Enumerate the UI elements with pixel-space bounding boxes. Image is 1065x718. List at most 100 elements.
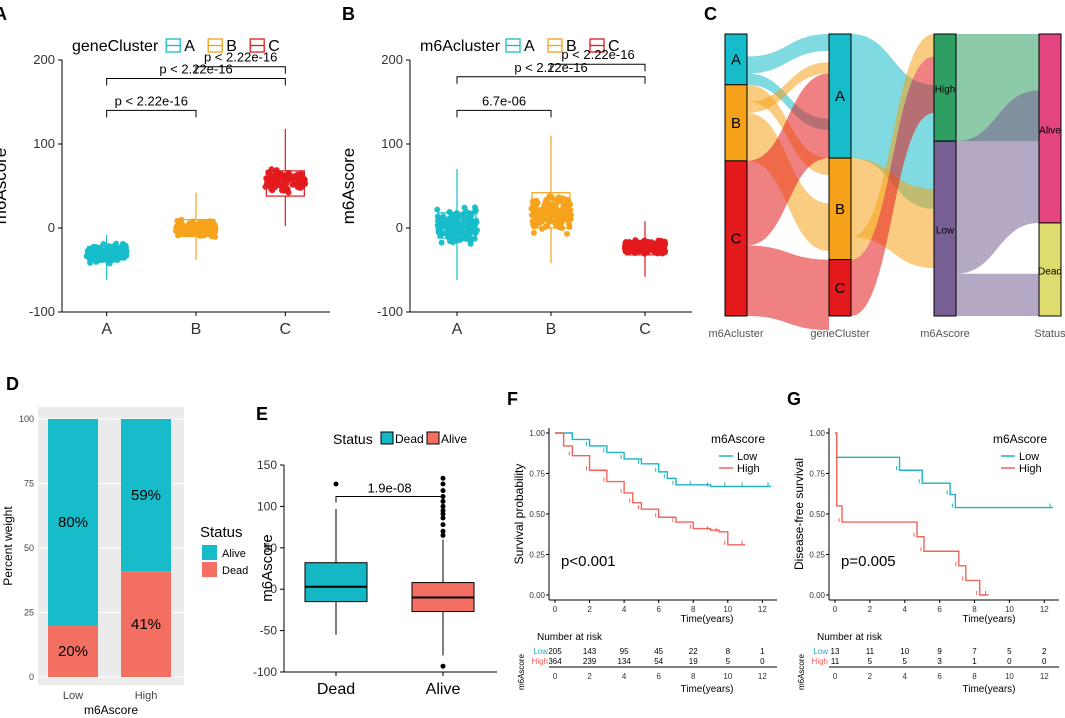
data-point (547, 216, 554, 223)
risk-count: 9 (937, 647, 942, 656)
x-axis-label: m6Ascore (84, 703, 138, 717)
risk-count: 5 (726, 657, 731, 666)
data-point (88, 248, 95, 255)
data-point (444, 220, 451, 227)
data-point (103, 248, 110, 255)
risk-count: 5 (868, 657, 873, 666)
flows (725, 34, 1039, 331)
data-point (651, 248, 658, 255)
data-point (644, 249, 651, 256)
x-tick-label: 10 (723, 605, 732, 614)
panel-label: B (342, 4, 355, 24)
data-point (469, 227, 476, 234)
data-point (456, 226, 463, 233)
y-tick-label: 0.25 (529, 551, 545, 560)
x-tick-label: 12 (1040, 605, 1049, 614)
legend-label: A (524, 38, 535, 55)
panel-label: E (256, 404, 268, 424)
x-tick-label: 4 (903, 605, 908, 614)
data-point (298, 171, 305, 178)
x-tick-label: High (135, 690, 158, 702)
risk-row-label: Low (813, 647, 828, 656)
legend-label: Alive (441, 432, 467, 446)
stratum (724, 160, 748, 317)
risk-count: 0 (760, 657, 765, 666)
x-tick-label: B (191, 321, 202, 338)
stratum-label: A (731, 51, 741, 68)
outlier-point (440, 528, 446, 534)
legend-label: C (608, 38, 620, 55)
data-point (178, 226, 185, 233)
y-tick-label: 100 (257, 499, 277, 513)
risk-table-title: Number at risk (537, 632, 603, 643)
comparison-label: p < 2.22e-16 (115, 93, 188, 108)
legend-title: Status (333, 431, 373, 447)
legend-label: High (737, 463, 760, 475)
data-point (212, 233, 219, 240)
y-tick-label: 1.00 (529, 429, 545, 438)
data-point (438, 239, 445, 246)
x-tick-label: Alive (426, 681, 461, 698)
comparison-label: 1.9e-08 (367, 480, 411, 495)
data-point (122, 251, 129, 258)
outlier-point (440, 475, 446, 481)
x-tick-label: B (546, 321, 557, 338)
outlier-point (440, 522, 446, 528)
data-point (565, 198, 572, 205)
bar-segment-alive (48, 419, 98, 626)
stratum-label: Dead (1038, 266, 1062, 277)
comparison-bracket (550, 63, 646, 72)
outlier-point (440, 515, 446, 521)
panel-label: C (704, 4, 717, 24)
y-tick-label: 0.50 (809, 510, 825, 519)
legend-label: C (268, 38, 280, 55)
risk-x-tick-label: 0 (553, 672, 558, 681)
risk-x-tick-label: 6 (656, 672, 661, 681)
data-point (540, 206, 547, 213)
comparison-bracket (456, 76, 646, 84)
survival-curve (555, 432, 746, 546)
legend-title: m6Acluster (420, 38, 501, 55)
stratum (933, 140, 957, 317)
data-point (550, 196, 557, 203)
risk-x-tick-label: 0 (833, 672, 838, 681)
x-tick-label: A (452, 321, 463, 338)
data-point (106, 260, 113, 267)
risk-count: 364 (548, 657, 562, 666)
risk-count: 3 (937, 657, 942, 666)
axis-label: Status (1034, 328, 1065, 340)
box (304, 562, 368, 603)
data-point (541, 215, 548, 222)
legend-label: Low (1019, 451, 1039, 463)
y-tick-label: 150 (257, 458, 277, 472)
x-tick-label: C (280, 321, 292, 338)
y-tick-label: 25 (24, 608, 34, 618)
outlier-point (440, 503, 446, 509)
legend-title: m6Ascore (993, 432, 1047, 446)
data-point (274, 179, 281, 186)
x-axis-label: Time(years) (963, 614, 1016, 625)
data-point (557, 213, 564, 220)
legend-key (380, 431, 394, 445)
data-point (530, 229, 537, 236)
flow-band (747, 73, 829, 246)
stratum-label: B (731, 115, 741, 132)
data-point (438, 223, 445, 230)
comparison-bracket (106, 109, 197, 118)
y-axis-label: Survival probability (512, 464, 526, 565)
survival-curve (555, 432, 771, 488)
data-point (641, 237, 648, 244)
risk-count: 2 (1042, 647, 1047, 656)
data-point (111, 256, 118, 263)
risk-count: 205 (548, 647, 562, 656)
risk-count: 11 (866, 647, 875, 656)
stratum-label: Alive (1039, 125, 1061, 136)
data-point (289, 181, 296, 188)
risk-row-label: Low (533, 647, 548, 656)
data-point (463, 236, 470, 243)
survival-curve (835, 432, 989, 596)
risk-count: 54 (654, 657, 663, 666)
data-point (196, 226, 203, 233)
y-tick-label: 50 (264, 541, 278, 555)
comparison-label: p < 2.22e-16 (204, 50, 277, 65)
